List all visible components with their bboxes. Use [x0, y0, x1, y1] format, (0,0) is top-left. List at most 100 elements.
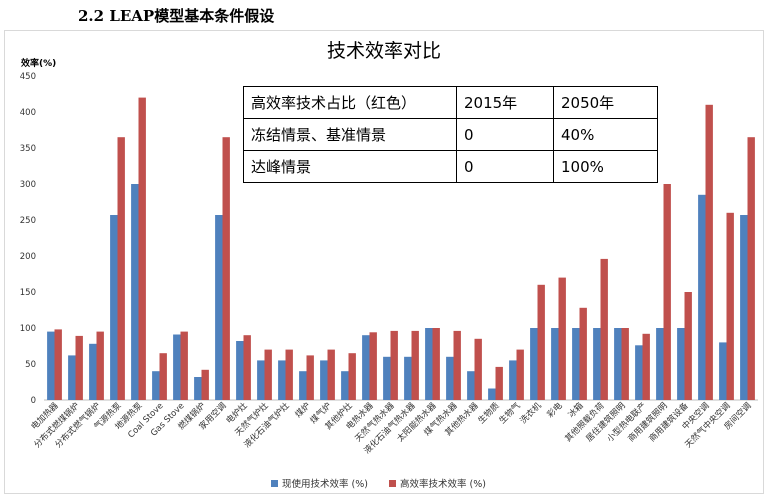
bar-current: [131, 184, 139, 400]
bar-high: [117, 137, 125, 400]
bar-current: [446, 356, 454, 400]
x-tick-label: 洗衣机: [518, 400, 544, 426]
bar-current: [89, 343, 97, 400]
bar-current: [698, 194, 706, 400]
bar-high: [222, 137, 230, 400]
x-tick-label: 彩电: [545, 400, 565, 420]
bar-current: [47, 331, 55, 400]
bar-current: [677, 328, 685, 400]
bar-high: [306, 355, 314, 400]
section-heading: 2.2 LEAP模型基本条件假设: [78, 7, 275, 25]
y-tick-label: 450: [20, 72, 36, 82]
table-row: 高效率技术占比（红色） 2015年 2050年: [243, 86, 658, 119]
bar-high: [600, 258, 608, 400]
y-tick-label: 250: [20, 216, 36, 226]
y-tick-label: 100: [20, 324, 36, 334]
bar-current: [656, 328, 664, 400]
table-cell: 冻结情景、基准情景: [243, 118, 457, 151]
bar-current: [215, 215, 223, 400]
chart-title: 技术效率对比: [327, 40, 441, 62]
chart-frame: [4, 30, 764, 494]
table-cell: 100%: [553, 150, 658, 183]
table-cell: 达峰情景: [243, 150, 457, 183]
bar-current: [68, 355, 76, 400]
bar-high: [516, 349, 524, 400]
bar-current: [341, 371, 349, 400]
bar-high: [642, 333, 650, 400]
bar-high: [621, 328, 629, 400]
legend-swatch-high: [389, 480, 396, 487]
bar-high: [159, 353, 167, 400]
bar-high: [327, 349, 335, 400]
bar-current: [278, 360, 286, 400]
legend-label: 现使用技术效率 (%): [282, 478, 368, 490]
scenario-table: 高效率技术占比（红色） 2015年 2050年 冻结情景、基准情景 0 40% …: [243, 86, 658, 183]
bar-current: [467, 371, 475, 400]
table-cell: 2050年: [553, 86, 658, 119]
bar-current: [320, 360, 328, 400]
bar-high: [264, 349, 272, 400]
bar-high: [432, 328, 440, 400]
x-tick-label: 生物质: [476, 400, 502, 426]
bar-current: [299, 371, 307, 400]
bar-current: [173, 334, 181, 400]
bar-high: [579, 307, 587, 400]
y-tick-label: 0: [31, 396, 36, 406]
bar-current: [152, 371, 160, 400]
bar-high: [537, 284, 545, 400]
table-row: 达峰情景 0 100%: [243, 150, 658, 183]
bar-high: [243, 335, 251, 400]
bar-current: [614, 328, 622, 400]
bar-current: [719, 342, 727, 400]
table-cell: 高效率技术占比（红色）: [243, 86, 457, 119]
bar-high: [285, 349, 293, 400]
bar-current: [635, 345, 643, 400]
bar-high: [663, 184, 671, 400]
bar-high: [369, 332, 377, 400]
y-tick-label: 300: [20, 180, 36, 190]
bar-high: [201, 369, 209, 400]
bar-current: [488, 388, 496, 400]
bar-high: [495, 366, 503, 400]
bar-current: [530, 328, 538, 400]
bar-current: [572, 328, 580, 400]
bar-current: [509, 360, 517, 400]
bar-high: [726, 212, 734, 400]
bar-current: [257, 360, 265, 400]
table-row: 冻结情景、基准情景 0 40%: [243, 118, 658, 151]
bar-high: [558, 277, 566, 400]
bar-current: [383, 356, 391, 400]
table-cell: 40%: [553, 118, 658, 151]
legend-swatch-current: [271, 480, 278, 487]
bar-high: [747, 137, 755, 400]
table-cell: 0: [456, 118, 554, 151]
bar-current: [593, 328, 601, 400]
bar-high: [348, 353, 356, 400]
bar-high: [138, 97, 146, 400]
bar-high: [474, 338, 482, 400]
y-tick-label: 400: [20, 108, 36, 118]
y-axis-label: 效率(%): [21, 57, 56, 69]
bar-high: [180, 331, 188, 400]
bar-high: [390, 330, 398, 400]
y-tick-label: 350: [20, 144, 36, 154]
y-tick-label: 150: [20, 288, 36, 298]
bar-high: [54, 329, 62, 400]
bar-high: [75, 335, 83, 400]
bar-current: [551, 328, 559, 400]
table-cell: 0: [456, 150, 554, 183]
bar-current: [740, 215, 748, 400]
bar-high: [411, 330, 419, 400]
bar-current: [194, 377, 202, 400]
bar-current: [110, 215, 118, 400]
bar-high: [453, 330, 461, 400]
table-cell: 2015年: [456, 86, 554, 119]
bar-current: [362, 335, 370, 400]
bar-current: [425, 328, 433, 400]
x-tick-label: 生物气: [497, 400, 523, 426]
bar-current: [404, 356, 412, 400]
bar-current: [236, 341, 244, 400]
y-tick-label: 50: [25, 360, 36, 370]
y-tick-label: 200: [20, 252, 36, 262]
